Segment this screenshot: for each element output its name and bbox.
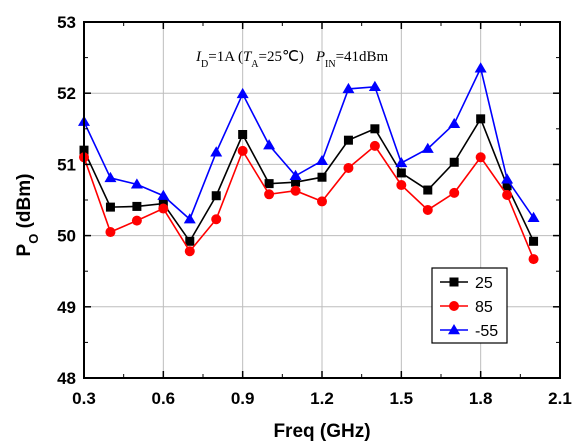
data-point	[502, 190, 513, 201]
y-tick-label: 52	[57, 84, 76, 103]
data-point	[449, 187, 460, 198]
y-tick-label: 49	[57, 298, 76, 317]
data-point	[501, 173, 514, 184]
legend-marker	[449, 277, 459, 287]
legend-entry: 85	[440, 299, 493, 316]
data-point	[449, 157, 459, 167]
data-point	[236, 87, 249, 99]
data-point	[131, 215, 142, 226]
annotation: ID=1A (TA=25℃) PIN=41dBm	[195, 49, 389, 70]
data-point	[317, 172, 327, 182]
legend-marker	[448, 324, 460, 335]
data-point	[264, 189, 275, 200]
data-point	[448, 117, 461, 129]
data-point	[368, 80, 381, 91]
data-point	[528, 254, 539, 265]
y-axis-label-sub: O	[26, 234, 41, 244]
y-axis-label: PO (dBm)	[14, 174, 41, 257]
legend: 25 85 -55	[431, 267, 508, 344]
series-layer	[78, 62, 540, 265]
data-point	[395, 156, 408, 168]
series-line	[83, 65, 535, 221]
series-85	[79, 140, 539, 265]
data-point	[342, 82, 355, 94]
data-point	[291, 177, 301, 187]
y-tick-label: 50	[57, 227, 76, 246]
annot-pin-main: P	[315, 49, 325, 65]
annot-id-sub: D	[201, 59, 208, 70]
data-point	[476, 114, 486, 124]
data-point	[423, 185, 433, 195]
data-point	[132, 201, 142, 211]
x-tick-label: 1.8	[469, 389, 493, 408]
annot-id-val: =1A (	[208, 49, 243, 65]
annot-ta-main: T	[243, 49, 253, 65]
data-point	[396, 180, 407, 191]
grid	[84, 22, 560, 378]
data-point	[211, 191, 221, 201]
data-point	[370, 124, 380, 134]
data-point	[263, 139, 276, 150]
data-point	[264, 179, 274, 189]
data-point	[157, 189, 170, 200]
data-point	[502, 181, 512, 191]
annot-pin-sub: IN	[325, 59, 336, 70]
data-point	[474, 62, 487, 73]
legend-marker	[449, 301, 459, 311]
data-point	[343, 162, 354, 173]
x-tick-label: 0.9	[231, 389, 255, 408]
legend-entry: -55	[440, 323, 498, 340]
legend-label: 85	[475, 299, 493, 316]
y-tick-label: 48	[57, 369, 76, 388]
data-point	[396, 168, 406, 178]
x-axis-label: Freq (GHz)	[273, 421, 370, 442]
data-point	[527, 211, 540, 222]
data-point	[529, 236, 539, 246]
x-tick-label: 1.5	[390, 389, 414, 408]
data-point	[369, 140, 380, 151]
data-point	[237, 145, 248, 156]
data-point	[238, 129, 248, 139]
ticks: 0.3 0.6 0.9 1.2 1.5 1.8 2.1 48 49 50 51 52 53	[57, 13, 572, 408]
data-point	[421, 142, 434, 153]
data-point	[290, 185, 301, 196]
series-line	[83, 144, 535, 260]
data-point	[422, 204, 433, 215]
x-tick-label: 1.2	[310, 389, 334, 408]
x-tick-label: 2.1	[548, 389, 572, 408]
legend-entry: 25	[440, 275, 493, 292]
data-point	[475, 152, 486, 163]
series-25	[79, 114, 539, 246]
y-axis-label-main: P	[14, 243, 35, 256]
data-point	[105, 227, 116, 238]
data-point	[104, 171, 117, 183]
annot-ta-val: =25℃)	[259, 49, 304, 65]
data-point	[105, 202, 115, 212]
series--55	[78, 62, 540, 224]
data-point	[211, 214, 222, 225]
x-tick-label: 0.6	[152, 389, 176, 408]
data-point	[343, 135, 353, 145]
series-line	[83, 117, 535, 243]
data-point	[289, 169, 302, 180]
data-point	[316, 154, 328, 166]
y-tick-label: 51	[57, 155, 76, 174]
data-point	[183, 213, 196, 224]
y-axis-label-unit: (dBm)	[14, 174, 35, 234]
data-point	[317, 196, 327, 207]
data-point	[210, 146, 223, 157]
annot-id-main: I	[195, 49, 202, 65]
y-tick-label: 53	[57, 13, 76, 32]
legend-label: 25	[475, 275, 493, 292]
data-point	[158, 203, 169, 214]
data-point	[184, 246, 195, 257]
annot-ta-sub: A	[251, 59, 259, 70]
data-point	[130, 178, 143, 189]
data-point	[185, 236, 195, 246]
legend-label: -55	[475, 323, 498, 340]
annot-pin-val: =41dBm	[336, 49, 389, 65]
x-tick-label: 0.3	[72, 389, 96, 408]
